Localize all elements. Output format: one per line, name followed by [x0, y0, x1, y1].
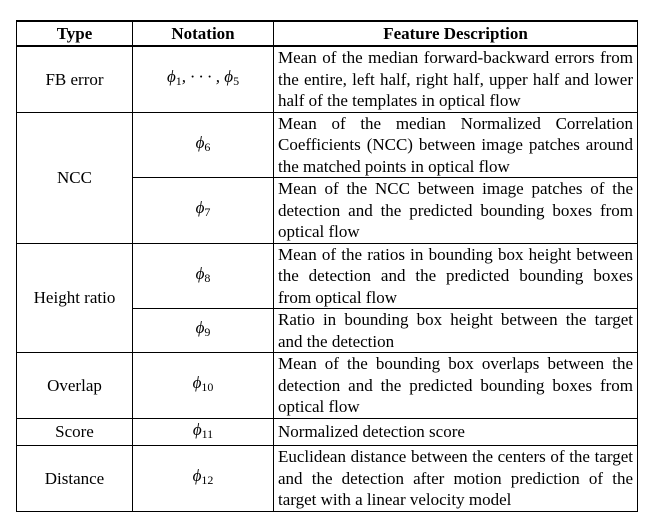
notation-cell: ϕ11: [132, 418, 274, 446]
description-cell: Mean of the median Normalized Correlatio…: [273, 112, 638, 178]
description-cell: Mean of the bounding box overlaps betwee…: [273, 352, 638, 419]
notation-cell: ϕ12: [132, 445, 274, 512]
description-cell: Normalized detection score: [273, 418, 638, 446]
table-row: ϕ9 Ratio in bounding box height between …: [17, 308, 638, 353]
description-cell: Mean of the median forward-backward erro…: [273, 46, 638, 113]
header-type: Type: [16, 20, 133, 47]
header-description: Feature Description: [273, 20, 638, 47]
table-row: Overlap ϕ10 Mean of the bounding box ove…: [16, 352, 638, 419]
description-cell: Mean of the NCC between image patches of…: [273, 177, 638, 244]
notation-cell: ϕ1, · · · , ϕ5: [132, 46, 274, 113]
notation-cell: ϕ6: [132, 112, 274, 178]
type-cell: Distance: [16, 445, 133, 512]
feature-table: Type Notation Feature Description FB err…: [16, 20, 638, 512]
table-row: Distance ϕ12 Euclidean distance between …: [16, 445, 638, 512]
notation-cell: ϕ7: [132, 177, 274, 244]
notation-cell: ϕ10: [132, 352, 274, 419]
description-cell: Ratio in bounding box height between the…: [273, 308, 638, 353]
type-cell: Overlap: [16, 352, 133, 419]
description-cell: Mean of the ratios in bounding box heigh…: [273, 243, 638, 309]
table-row: Height ratio ϕ8 Mean of the ratios in bo…: [16, 243, 638, 353]
table-row: NCC ϕ6 Mean of the median Normalized Cor…: [16, 112, 638, 244]
header-notation: Notation: [132, 20, 274, 47]
notation-cell: ϕ8: [132, 243, 274, 309]
table-row: ϕ7 Mean of the NCC between image patches…: [17, 177, 638, 244]
table-row: Score ϕ11 Normalized detection score: [16, 418, 638, 446]
table-row: FB error ϕ1, · · · , ϕ5 Mean of the medi…: [16, 46, 638, 113]
header-row: Type Notation Feature Description: [16, 20, 638, 47]
type-cell: Score: [16, 418, 133, 446]
notation-cell: ϕ9: [132, 308, 274, 353]
type-cell: NCC: [16, 112, 133, 244]
type-cell: FB error: [16, 46, 133, 113]
description-cell: Euclidean distance between the centers o…: [273, 445, 638, 512]
type-cell: Height ratio: [16, 243, 133, 353]
